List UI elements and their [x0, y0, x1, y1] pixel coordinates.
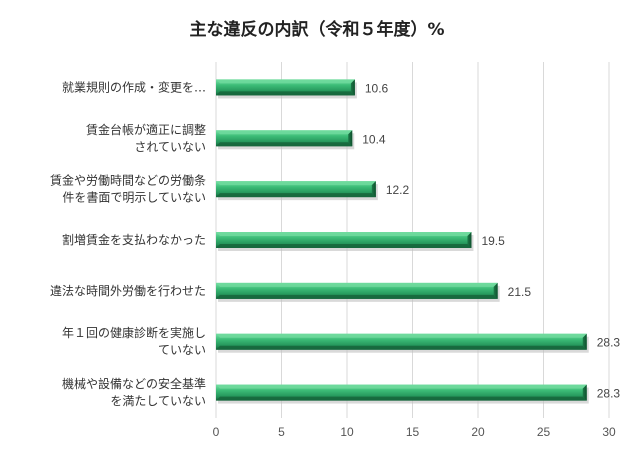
bar-end-cap — [348, 130, 353, 147]
bar — [216, 282, 500, 302]
bar-bevel-bottom — [216, 294, 498, 299]
x-tick-label: 10 — [340, 425, 354, 439]
bar-bevel-top — [216, 130, 353, 135]
bar — [216, 181, 378, 201]
x-tick-label: 20 — [471, 425, 485, 439]
category-label: 機械や設備などの安全基準を満たしていない — [62, 376, 206, 408]
bar-bevel-bottom — [216, 345, 587, 350]
bar-bevel-top — [216, 181, 376, 186]
bar-end-cap — [493, 282, 498, 299]
category-label-line: 賃金や労働時間などの労働条 — [50, 173, 206, 188]
category-label: 賃金台帳が適正に調整されていない — [86, 122, 206, 154]
bar — [216, 232, 474, 251]
category-label-line: されていない — [134, 140, 206, 154]
bar-end-cap — [582, 384, 587, 401]
x-tick-label: 30 — [602, 425, 616, 439]
category-label-line: を満たしていない — [110, 394, 206, 408]
bar-bevel-top — [216, 232, 472, 236]
category-label: 割増賃金を支払わなかった — [62, 232, 206, 247]
category-label: 就業規則の作成・変更を… — [62, 79, 206, 94]
bar-end-cap — [371, 181, 376, 198]
bar — [216, 333, 589, 353]
data-label: 28.3 — [597, 336, 621, 350]
bar — [216, 130, 355, 150]
category-label-line: ていない — [158, 343, 206, 357]
value-labels: 10.6 10.4 12.2 19.5 21.5 28.3 28.3 — [362, 81, 620, 400]
data-label: 21.5 — [508, 285, 532, 299]
bar-bevel-bottom — [216, 244, 472, 248]
x-axis-ticks: 0 5 10 15 20 25 30 — [213, 425, 616, 439]
data-label: 10.6 — [365, 81, 389, 95]
bars — [216, 79, 589, 404]
bar — [216, 384, 589, 404]
category-label: 違法な時間外労働を行わせた — [50, 284, 206, 298]
bar-bevel-bottom — [216, 396, 587, 401]
category-label: 賃金や労働時間などの労働条件を書面で明示していない — [50, 173, 206, 205]
data-label: 12.2 — [386, 183, 410, 197]
x-tick-label: 25 — [537, 425, 551, 439]
x-tick-label: 0 — [213, 425, 220, 439]
bar-bevel-top — [216, 79, 355, 84]
category-label-line: 年１回の健康診断を実施し — [62, 325, 206, 340]
bar-bevel-top — [216, 384, 587, 389]
category-label-line: 賃金台帳が適正に調整 — [86, 122, 206, 137]
category-labels: 就業規則の作成・変更を… 賃金台帳が適正に調整されていない賃金や労働時間などの労働… — [50, 79, 206, 408]
data-label: 28.3 — [597, 387, 621, 401]
bar-bevel-top — [216, 282, 498, 287]
category-label: 年１回の健康診断を実施していない — [62, 325, 206, 357]
data-label: 10.4 — [362, 132, 386, 146]
bar-bevel-top — [216, 333, 587, 338]
bar — [216, 79, 357, 99]
category-label-line: 就業規則の作成・変更を… — [62, 79, 206, 94]
bar-end-cap — [582, 333, 587, 350]
category-label-line: 割増賃金を支払わなかった — [62, 232, 206, 247]
category-label-line: 件を書面で明示していない — [62, 191, 206, 205]
bar-bevel-bottom — [216, 193, 376, 198]
bar-bevel-bottom — [216, 142, 353, 147]
category-label-line: 機械や設備などの安全基準 — [62, 376, 206, 391]
x-tick-label: 5 — [278, 425, 285, 439]
x-tick-label: 15 — [406, 425, 420, 439]
bar-end-cap — [350, 79, 355, 96]
bar-end-cap — [467, 232, 472, 248]
chart-title: 主な違反の内訳（令和５年度）% — [189, 19, 444, 40]
bar-bevel-bottom — [216, 91, 355, 96]
data-label: 19.5 — [481, 234, 505, 248]
category-label-line: 違法な時間外労働を行わせた — [50, 284, 206, 298]
